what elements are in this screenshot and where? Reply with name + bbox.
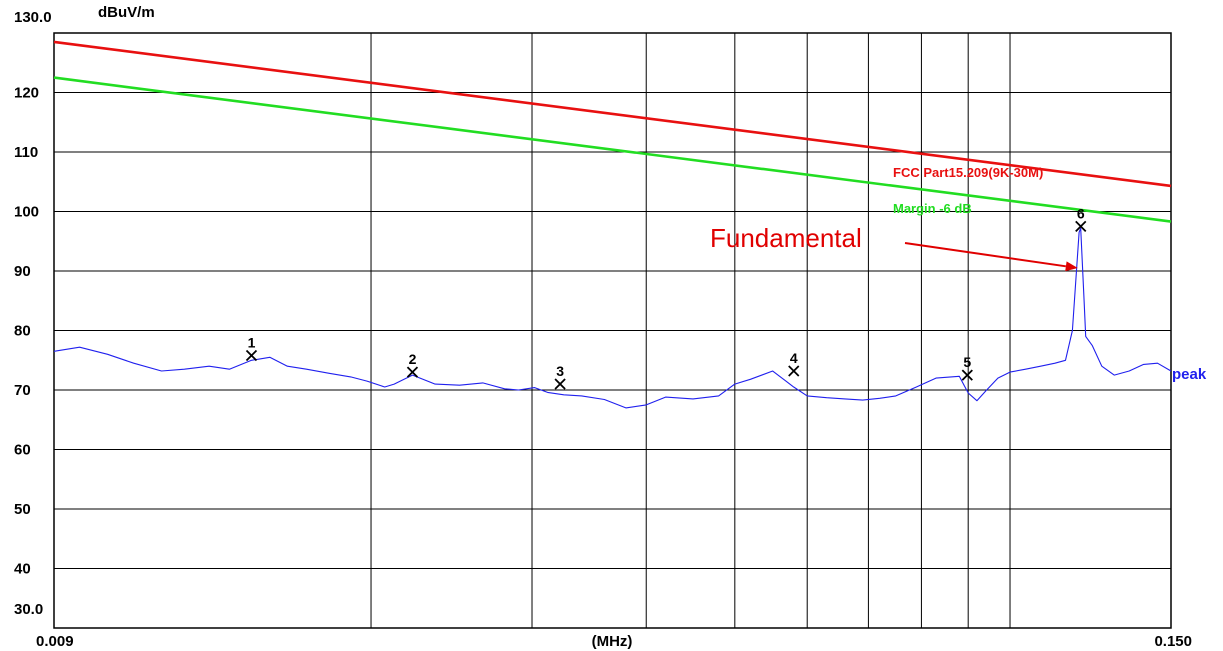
marker-cross [1075,220,1087,233]
marker-4: 4 [788,350,800,377]
fundamental-arrowhead [1065,261,1078,272]
grid-lines [54,33,1171,628]
trace-label-peak: peak [1172,366,1207,383]
x-tick-labels: 0.009 (MHz) 0.150 [36,633,1192,650]
y-tick-label: 50 [14,501,31,518]
y-tick-label: 80 [14,323,31,340]
y-tick-label: 40 [14,561,31,578]
y-tick-label: 70 [14,382,31,399]
x-tick-label: 0.009 [36,633,74,650]
marker-cross [245,349,258,362]
y-tick-label: 120 [14,85,39,102]
y-axis-unit-label: dBuV/m [98,4,155,21]
y-tick-label: 130.0 [14,9,52,26]
y-tick-label: 100 [14,204,39,221]
marker-label: 2 [409,351,417,367]
fundamental-arrow [904,242,1067,268]
y-tick-label: 90 [14,263,31,280]
x-tick-label: (MHz) [592,633,633,650]
x-tick-label: 0.150 [1154,633,1192,650]
marker-cross [961,369,973,381]
y-tick-label: 60 [14,442,31,459]
marker-cross [406,366,419,378]
marker-2: 2 [406,351,419,378]
margin-line-label: Margin -6 dB [893,201,972,216]
marker-cross [788,365,800,377]
y-tick-label: 110 [14,144,38,161]
marker-label: 4 [790,350,798,366]
peak-trace [53,227,1172,409]
marker-label: 6 [1077,205,1085,221]
peak-markers: 1 2 3 4 5 6 [245,205,1087,390]
y-tick-labels: 130.0 120 110 100 90 80 70 60 50 40 30.0 [14,9,52,618]
y-tick-label: 30.0 [14,601,43,618]
data-lines [53,40,1172,409]
limit-line-label: FCC Part15.209(9K-30M) [893,165,1043,180]
fundamental-annotation: Fundamental [710,223,862,253]
marker-label: 1 [248,334,256,350]
marker-3: 3 [554,363,566,390]
limit-line [53,40,1172,188]
marker-6: 6 [1075,205,1087,233]
marker-5: 5 [961,354,973,381]
marker-label: 3 [556,363,564,379]
marker-label: 5 [963,354,971,370]
marker-1: 1 [245,334,258,362]
marker-cross [554,378,566,390]
margin-line [53,76,1172,223]
